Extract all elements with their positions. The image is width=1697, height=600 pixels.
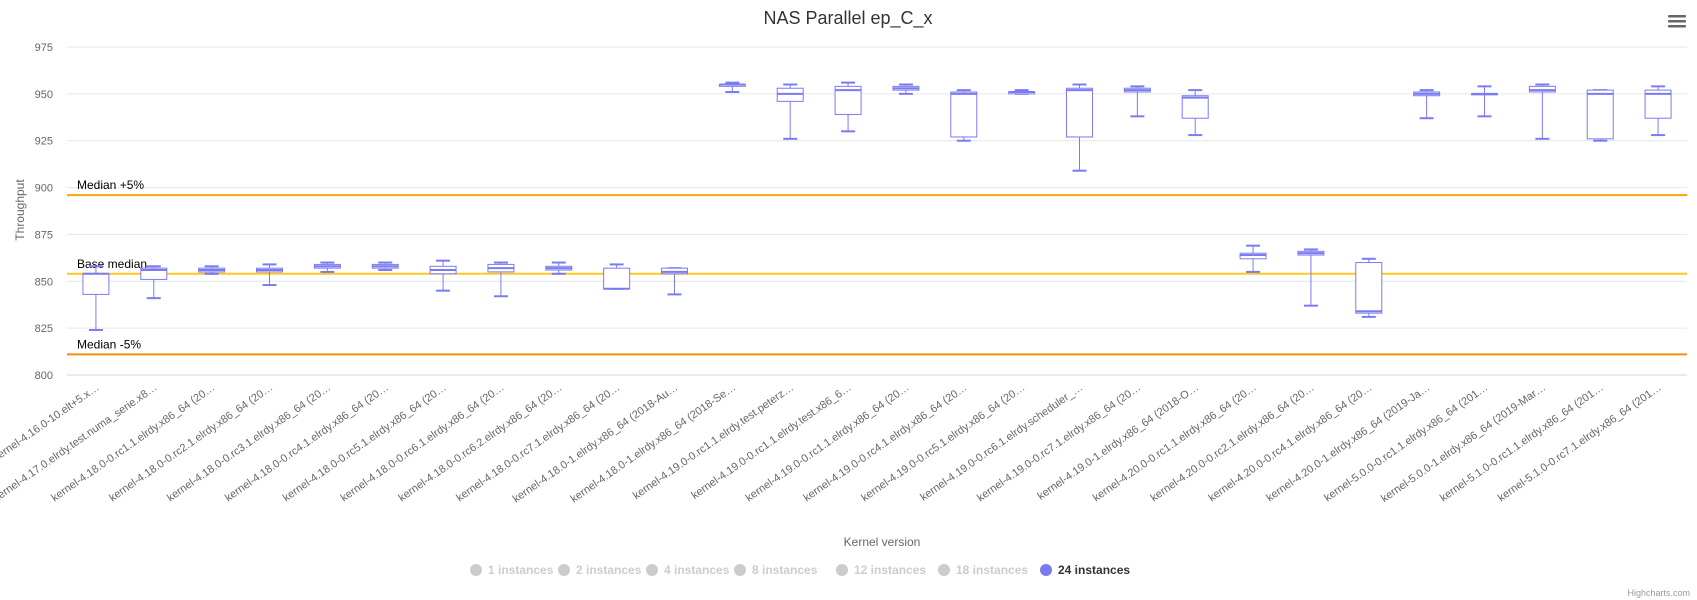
box-point (718, 81, 746, 93)
box-point (429, 259, 457, 292)
legend-symbol (1040, 564, 1052, 576)
box-point (256, 263, 283, 287)
legend: 1 instances 2 instances 4 instances 8 insta… (470, 563, 1130, 577)
plot-line-label: Median +5% (77, 178, 144, 192)
box-point (198, 265, 226, 275)
x-axis-title: Kernel version (844, 535, 921, 549)
box-point (371, 261, 399, 272)
legend-label: 12 instances (854, 563, 926, 577)
legend-item[interactable]: 1 instances (470, 563, 554, 577)
box-body (1181, 95, 1209, 119)
box-point (1528, 83, 1556, 140)
legend-symbol (558, 564, 570, 576)
box-point (82, 265, 110, 332)
y-tick-label: 850 (35, 276, 53, 288)
box-point (950, 89, 978, 142)
plot-line-label: Base median (77, 257, 147, 271)
legend-label: 4 instances (664, 563, 730, 577)
box-body (950, 91, 978, 138)
legend-symbol (836, 564, 848, 576)
box-point (661, 267, 688, 296)
legend-item[interactable]: 2 instances (558, 563, 642, 577)
box-point (1644, 85, 1672, 137)
y-tick-label: 950 (35, 89, 53, 101)
legend-item[interactable]: 8 instances (734, 563, 818, 577)
box-body (1066, 87, 1093, 138)
legend-item[interactable]: 18 instances (938, 563, 1028, 577)
box-point (487, 261, 515, 298)
x-axis-ticks: kernel-4.16.0-10.elt+5.x…kernel-4.17.0.e… (0, 382, 1664, 506)
box-point (140, 265, 168, 300)
box-point (1471, 85, 1498, 118)
legend-symbol (470, 564, 482, 576)
box-point (1181, 89, 1209, 137)
box-body (603, 267, 631, 290)
legend-item[interactable]: 24 instances (1040, 563, 1130, 577)
y-gridlines (67, 46, 1687, 376)
legend-item[interactable]: 4 instances (646, 563, 730, 577)
chart-title: NAS Parallel ep_C_x (763, 8, 932, 29)
credits[interactable]: Highcharts.com (1627, 588, 1690, 598)
legend-item[interactable]: 12 instances (836, 563, 926, 577)
legend-label: 1 instances (488, 563, 554, 577)
box-point (776, 83, 804, 140)
y-tick-label: 925 (35, 136, 53, 148)
box-body (82, 273, 110, 295)
box-body (1355, 262, 1383, 314)
y-tick-label: 975 (35, 42, 53, 54)
box-point (1413, 89, 1441, 120)
legend-symbol (646, 564, 658, 576)
box-point (545, 261, 573, 275)
box-series (82, 81, 1672, 332)
legend-label: 2 instances (576, 563, 642, 577)
legend-label: 24 instances (1058, 563, 1130, 577)
box-point (1586, 89, 1614, 142)
box-point (1297, 248, 1325, 307)
box-body (140, 267, 168, 280)
box-point (1066, 83, 1093, 172)
legend-symbol (938, 564, 950, 576)
y-axis-title: Throughput (13, 179, 27, 241)
y-tick-label: 800 (35, 370, 53, 382)
box-point (1239, 244, 1267, 273)
y-tick-label: 875 (35, 229, 53, 241)
box-point (892, 83, 920, 95)
legend-label: 8 instances (752, 563, 818, 577)
legend-symbol (734, 564, 746, 576)
box-point (1008, 89, 1036, 95)
box-point (834, 81, 862, 133)
box-body (1586, 89, 1614, 140)
box-point (603, 263, 631, 290)
plot-line-label: Median -5% (77, 337, 141, 351)
box-point (1355, 257, 1383, 318)
y-tick-label: 900 (35, 183, 53, 195)
legend-label: 18 instances (956, 563, 1028, 577)
y-axis-ticks: 800 825 850 875 900 925 950 975 (35, 42, 53, 382)
box-point (1123, 85, 1151, 118)
y-tick-label: 825 (35, 323, 53, 335)
context-menu-button[interactable] (1668, 14, 1686, 28)
box-point (313, 261, 341, 273)
